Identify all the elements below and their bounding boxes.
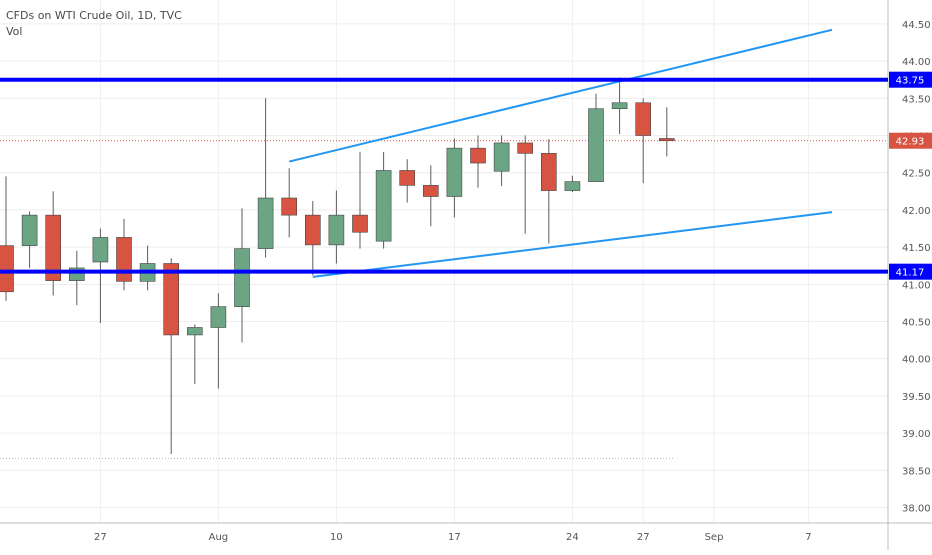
volume-indicator-label: Vol [6, 25, 23, 38]
candle-up[interactable] [493, 142, 510, 172]
x-tick-label: 27 [637, 532, 650, 543]
candle-down[interactable] [352, 214, 368, 233]
candle-down[interactable] [0, 245, 14, 293]
candle-up[interactable] [588, 108, 604, 182]
candle-up[interactable] [21, 214, 38, 246]
y-tick-label: 43.50 [902, 94, 931, 105]
candle-down[interactable] [281, 197, 298, 216]
x-tick-label: 24 [566, 532, 579, 543]
y-tick-label: 38.50 [902, 466, 931, 477]
current-price-tag [889, 132, 932, 149]
current-price-label: 42.93 [896, 137, 925, 148]
candle-up[interactable] [564, 181, 581, 191]
channel-trend-line[interactable] [312, 211, 833, 278]
y-tick-label: 42.00 [902, 206, 931, 217]
y-tick-label: 38.00 [902, 504, 931, 515]
x-tick-label: 17 [448, 532, 461, 543]
horizontal-level-label: 41.17 [896, 268, 925, 279]
candle-down[interactable] [658, 138, 675, 142]
x-tick-label: 7 [805, 532, 811, 543]
candle-down[interactable] [163, 263, 179, 336]
candle-up[interactable] [257, 197, 274, 249]
x-tick-label: 27 [94, 532, 107, 543]
y-tick-label: 44.50 [902, 20, 931, 31]
x-tick-label: Aug [209, 532, 229, 543]
candle-up[interactable] [187, 327, 203, 336]
chart-title: CFDs on WTI Crude Oil, 1D, TVC [6, 9, 182, 22]
candle-down[interactable] [470, 147, 486, 164]
x-tick-label: 10 [330, 532, 343, 543]
candle-down[interactable] [45, 214, 62, 281]
candle-up[interactable] [446, 147, 463, 197]
candle-up[interactable] [234, 248, 250, 307]
chart-legend: CFDs on WTI Crude Oil, 1D, TVC Vol [6, 8, 182, 40]
candle-down[interactable] [422, 185, 439, 197]
y-tick-label: 42.50 [902, 169, 931, 180]
horizontal-level-tag [889, 263, 932, 280]
channel-trend-line[interactable] [288, 28, 833, 163]
candle-up[interactable] [328, 214, 345, 246]
y-tick-label: 44.00 [902, 57, 931, 68]
y-tick-label: 39.00 [902, 429, 931, 440]
candle-down[interactable] [540, 153, 557, 191]
candle-down[interactable] [304, 214, 321, 246]
candle-up[interactable] [375, 170, 392, 242]
candle-down[interactable] [399, 170, 416, 186]
y-tick-label: 40.50 [902, 318, 931, 329]
horizontal-level-label: 43.75 [896, 76, 925, 87]
candle-down[interactable] [635, 102, 652, 136]
y-tick-label: 39.50 [902, 392, 931, 403]
candle-down[interactable] [116, 237, 132, 282]
candle-up[interactable] [611, 102, 628, 110]
candle-down[interactable] [517, 142, 534, 154]
y-tick-label: 41.50 [902, 243, 931, 254]
horizontal-level-tag [889, 71, 932, 88]
y-tick-label: 40.00 [902, 355, 931, 366]
candle-up[interactable] [210, 306, 227, 328]
x-tick-label: Sep [705, 532, 724, 543]
candle-up[interactable] [92, 237, 109, 263]
y-tick-label: 41.00 [902, 280, 931, 291]
